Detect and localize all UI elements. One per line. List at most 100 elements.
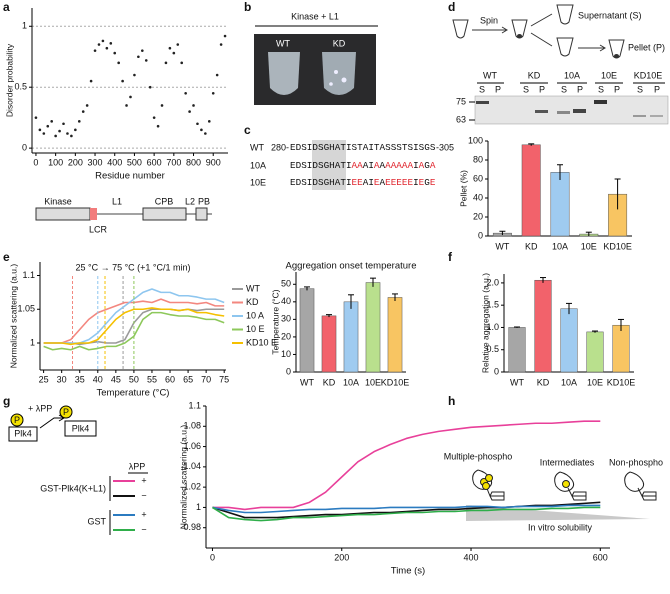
x-tick-label: 600	[147, 157, 162, 167]
y-tick-label: 10	[281, 349, 291, 359]
band	[650, 115, 663, 117]
y-axis-label: Normalized scattering (a.u.)	[178, 425, 188, 530]
y-tick-label: 0	[494, 366, 499, 376]
start-pos: 280-	[271, 142, 289, 152]
legend-label: 10 A	[246, 310, 264, 320]
lane-label: KD	[528, 70, 541, 80]
x-tick-label: KD	[537, 377, 550, 387]
x-tick-label: 800	[186, 157, 201, 167]
band	[633, 115, 646, 117]
domain-label: L1	[112, 196, 122, 206]
lane-label: KD10E	[634, 70, 663, 80]
x-tick-label: WT	[495, 241, 509, 251]
protein-box	[8, 426, 38, 442]
point	[66, 132, 69, 135]
x-axis-label: Time (s)	[391, 566, 425, 577]
x-tick-label: 10A	[561, 377, 577, 387]
gel-image	[474, 95, 669, 125]
band	[557, 111, 570, 114]
phospho-label: P	[63, 407, 69, 417]
x-tick-label: 75	[219, 374, 229, 384]
point	[211, 91, 215, 95]
alignment: WT 280- EDSIDSGHATISTAITASSSTSISGS -305 …	[250, 140, 454, 190]
tube-photo: Kinase + L1 WT KD	[254, 11, 378, 105]
x-tick-label: 40	[93, 374, 103, 384]
point	[204, 132, 207, 135]
sequence: EDSIDSGHATIEEAIEAEEEEEIEGE	[290, 177, 436, 188]
y-axis-label: Pellet (%)	[458, 170, 468, 207]
tube-label: KD	[333, 38, 346, 48]
point	[113, 51, 117, 55]
point	[133, 73, 136, 77]
fraction: S	[523, 84, 529, 94]
bar	[321, 315, 337, 373]
state-label: Non-phospho	[609, 457, 663, 467]
lane-label: 10A	[564, 70, 580, 80]
x-tick-label: 300	[88, 157, 103, 167]
fraction: S	[561, 84, 567, 94]
domain-label: LCR	[89, 224, 108, 234]
point	[89, 79, 93, 83]
axis-label: In vitro solubility	[528, 522, 593, 532]
point	[101, 39, 105, 43]
point	[164, 61, 168, 65]
point	[34, 116, 38, 119]
point	[50, 120, 53, 123]
bar	[586, 331, 604, 373]
point	[117, 61, 120, 65]
x-tick-label: 70	[201, 374, 211, 384]
point	[62, 122, 65, 126]
y-tick-label: 100	[468, 135, 483, 145]
y-axis-label: Normalized scattering (a.u.)	[8, 264, 18, 369]
point	[121, 79, 124, 83]
scheme-label: Spin	[480, 15, 498, 25]
bar	[550, 172, 570, 237]
bar	[612, 324, 630, 373]
band	[535, 110, 548, 113]
y-tick-label: 1.02	[183, 482, 201, 492]
x-tick-label: KD	[525, 241, 538, 251]
domain-label: PB	[198, 196, 210, 206]
model	[466, 469, 657, 521]
domain	[35, 207, 91, 221]
fraction: P	[577, 84, 583, 94]
point	[219, 43, 223, 46]
y-axis-label: Disorder probability	[4, 43, 14, 117]
band	[594, 100, 607, 104]
y-tick-label: 0	[22, 143, 27, 153]
fraction: S	[598, 84, 604, 94]
y-axis-label: Relative aggregation (a.u.)	[480, 273, 490, 373]
point	[42, 132, 46, 135]
x-tick-label: KD10E	[381, 377, 410, 387]
tube	[452, 19, 469, 39]
protein-cartoon	[624, 471, 657, 501]
point	[93, 49, 97, 52]
y-tick-label: 20	[281, 331, 291, 341]
panel-label: c	[244, 123, 251, 137]
x-tick-label: 500	[127, 157, 142, 167]
band	[476, 101, 489, 104]
point	[97, 43, 101, 46]
point	[215, 73, 219, 77]
y-tick-label: 1	[196, 502, 201, 512]
bar	[299, 288, 315, 373]
marker: 75	[456, 96, 466, 106]
band	[573, 109, 586, 113]
bar	[365, 282, 381, 373]
point	[74, 128, 77, 132]
bar	[387, 297, 403, 373]
point	[141, 49, 144, 52]
bar	[508, 327, 526, 373]
treatment: + λPP	[28, 403, 52, 413]
point	[207, 120, 211, 123]
pellet	[517, 34, 522, 38]
aggregate	[341, 77, 347, 83]
x-tick-label: 400	[464, 552, 479, 562]
y-tick-label: 1.0	[486, 322, 499, 332]
point	[144, 59, 148, 62]
phospho-circle	[10, 413, 24, 427]
point	[148, 85, 152, 89]
legend-label: KD	[246, 297, 259, 307]
panel-label: a	[3, 0, 10, 14]
